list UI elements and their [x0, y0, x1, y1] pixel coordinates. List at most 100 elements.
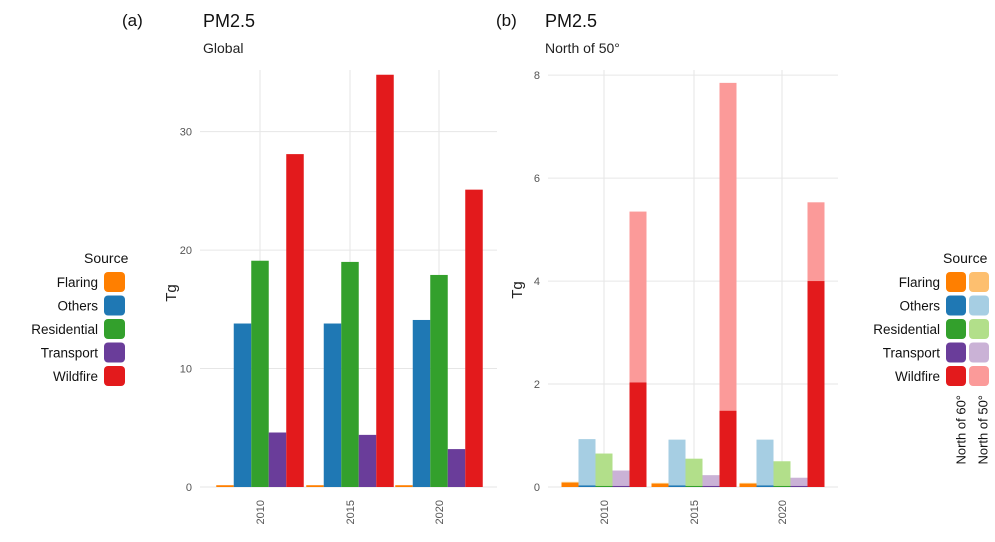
bar-a-others-2020: [412, 319, 431, 487]
bar-a-transport-2020: [447, 449, 466, 487]
legend-b-swatch-wildfire-north-of-50: [969, 366, 989, 386]
panel-b-y-tick-label: 8: [534, 70, 540, 82]
bar-a-residential-2010: [251, 260, 269, 487]
bar-b-wildfire-north-of-60-2010: [629, 382, 647, 487]
panel-b-title: PM2.5: [545, 11, 597, 31]
bar-a-transport-2015: [358, 434, 377, 487]
bar-a-residential-2020: [430, 274, 448, 487]
legend-a-label-transport: Transport: [41, 346, 99, 361]
legend-b-column-label-north-of-50: North of 50°: [975, 395, 990, 465]
panel-b-y-tick-label: 4: [534, 276, 540, 288]
panel-a-y-tick-label: 0: [186, 482, 192, 494]
bar-a-residential-2015: [341, 261, 359, 487]
bar-b-flaring-north-of-60-2020: [739, 483, 757, 487]
panel-b-subtitle: North of 50°: [545, 40, 620, 56]
legend-a-swatch-others: [104, 295, 125, 316]
panel-b-tag: (b): [496, 11, 517, 30]
bar-b-residential-north-of-50-2015: [685, 458, 703, 487]
panel-a-y-tick-label: 10: [180, 364, 192, 376]
panel-a-title: PM2.5: [203, 11, 255, 31]
panel-a-x-tick-label: 2010: [255, 500, 267, 524]
legend-b: Source North of 60° North of 50° Flaring…: [873, 250, 990, 465]
legend-b-swatch-transport-north-of-60: [946, 342, 966, 363]
bar-b-others-north-of-50-2020: [756, 439, 774, 487]
legend-b-label-others: Others: [899, 299, 940, 314]
panel-b-y-ticks: 0 2 4 6 8: [534, 70, 540, 494]
panel-b-bars: [561, 82, 825, 488]
bar-b-others-north-of-50-2015: [668, 439, 686, 487]
panel-a-x-ticks: 2010 2015 2020: [255, 500, 446, 524]
legend-b-label-wildfire: Wildfire: [895, 369, 940, 384]
bar-b-transport-north-of-50-2015: [702, 475, 720, 487]
panel-b-x-tick-label: 2020: [777, 500, 789, 524]
bar-a-wildfire-2015: [376, 74, 394, 487]
bar-b-others-north-of-60-2020: [756, 485, 774, 487]
legend-a-label-others: Others: [57, 299, 98, 314]
bar-b-transport-north-of-60-2020: [790, 485, 808, 487]
legend-b-swatch-wildfire-north-of-60: [946, 366, 966, 386]
legend-a-swatch-transport: [104, 342, 125, 363]
bar-a-wildfire-2010: [286, 154, 304, 488]
legend-a-title: Source: [84, 250, 129, 266]
panel-a-y-tick-label: 20: [180, 245, 192, 257]
bar-b-residential-north-of-60-2010: [595, 485, 613, 487]
panel-a-tag: (a): [122, 11, 143, 30]
panel-b-y-tick-label: 2: [534, 379, 540, 391]
legend-b-title: Source: [943, 250, 988, 266]
legend-a-label-flaring: Flaring: [57, 275, 98, 290]
legend-b-swatch-residential-north-of-50: [969, 319, 989, 339]
bar-b-others-north-of-60-2015: [668, 485, 686, 487]
bar-b-wildfire-north-of-60-2020: [807, 281, 825, 487]
panel-a-y-ticks: 0 10 20 30: [180, 127, 192, 494]
bar-b-transport-north-of-60-2010: [612, 485, 630, 487]
panel-b-x-tick-label: 2010: [599, 500, 611, 524]
bar-b-others-north-of-50-2010: [578, 439, 596, 487]
bar-b-transport-north-of-60-2015: [702, 485, 720, 487]
panel-a-subtitle: Global: [203, 40, 243, 56]
legend-b-label-transport: Transport: [883, 346, 941, 361]
bar-a-flaring-2015: [306, 485, 324, 487]
panel-a-x-tick-label: 2015: [345, 500, 357, 524]
legend-b-swatch-residential-north-of-60: [946, 319, 966, 339]
panel-b-x-tick-label: 2015: [689, 500, 701, 524]
panel-a-bars: [216, 74, 483, 488]
bar-b-residential-north-of-60-2015: [685, 485, 703, 487]
bar-b-residential-north-of-60-2020: [773, 485, 791, 487]
legend-a-swatch-flaring: [104, 272, 125, 292]
bar-b-transport-north-of-50-2020: [790, 477, 808, 487]
legend-a-swatch-residential: [104, 319, 125, 339]
panel-b-y-tick-label: 6: [534, 173, 540, 185]
legend-b-swatch-others-north-of-60: [946, 295, 966, 316]
bar-a-transport-2010: [268, 432, 287, 487]
bar-b-wildfire-north-of-50-2015: [719, 82, 737, 488]
legend-b-swatch-transport-north-of-50: [969, 342, 989, 363]
legend-a-label-wildfire: Wildfire: [53, 369, 98, 384]
bar-b-others-north-of-60-2010: [578, 485, 596, 487]
panel-a-y-tick-label: 30: [180, 127, 192, 139]
legend-a: Source Flaring Others Residential Transport…: [31, 250, 129, 386]
panel-b-y-axis-label: Tg: [509, 281, 526, 299]
legend-b-column-label-north-of-60: North of 60°: [953, 395, 968, 465]
legend-a-swatch-wildfire: [104, 366, 125, 386]
legend-b-swatch-flaring-north-of-60: [946, 272, 966, 292]
legend-b-swatch-flaring-north-of-50: [969, 272, 989, 292]
bar-b-flaring-north-of-60-2010: [561, 482, 579, 487]
bar-b-residential-north-of-50-2010: [595, 453, 613, 487]
bar-b-residential-north-of-50-2020: [773, 461, 791, 487]
panel-b-grid: [548, 70, 838, 488]
legend-a-label-residential: Residential: [31, 322, 98, 337]
panel-b-y-tick-label: 0: [534, 482, 540, 494]
legend-b-label-flaring: Flaring: [899, 275, 940, 290]
legend-b-swatch-others-north-of-50: [969, 295, 989, 316]
bar-b-transport-north-of-50-2010: [612, 470, 630, 487]
bar-b-wildfire-north-of-60-2015: [719, 410, 737, 487]
panel-b-x-ticks: 2010 2015 2020: [599, 500, 789, 524]
panel-a-x-tick-label: 2020: [434, 500, 446, 524]
bar-a-wildfire-2020: [465, 189, 483, 487]
bar-b-flaring-north-of-60-2015: [651, 483, 669, 487]
panel-a-y-axis-label: Tg: [163, 284, 180, 302]
legend-b-label-residential: Residential: [873, 322, 940, 337]
bar-a-flaring-2020: [395, 485, 413, 487]
bar-a-others-2010: [233, 323, 252, 487]
